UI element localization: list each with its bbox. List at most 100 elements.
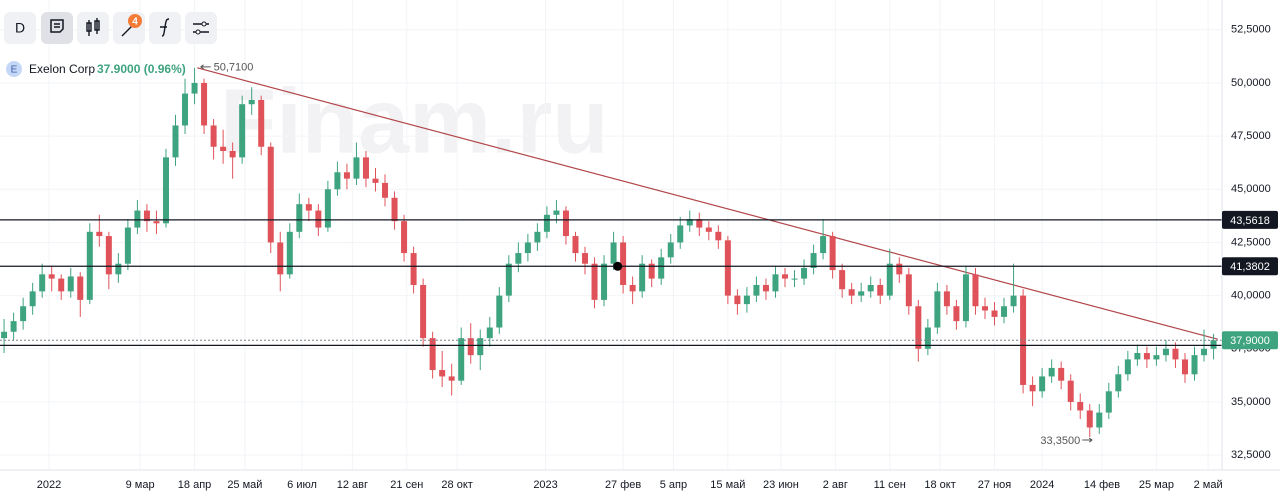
x-tick-label: 23 июн [763,479,799,491]
settings-button[interactable] [185,12,217,44]
candle-body [315,210,322,228]
candle-body [915,306,922,349]
candle-body [1201,348,1208,356]
x-tick-label: 2 авг [823,479,848,491]
candle-body [582,253,589,264]
candle-body [429,338,436,371]
candle-body [182,93,189,126]
candle-body [1105,391,1112,413]
candle-body [401,221,408,254]
candle-body [382,182,389,198]
candle-body [229,150,236,158]
chart-type-button[interactable] [77,12,109,44]
candle-body [1153,355,1160,360]
candle-body [1115,374,1122,392]
level-label: 43,5618 [1230,215,1270,227]
candle-body [1172,348,1179,360]
trend-line [197,67,1218,340]
candle-body [296,204,303,232]
candle-body [591,263,598,300]
candle-body [924,327,931,349]
candle-body [162,157,169,224]
y-tick-label: 47,5000 [1231,130,1271,142]
candle-body [239,104,246,158]
candle-body [458,338,465,381]
candle-body [972,274,979,307]
candle-body [962,274,969,322]
candle-body [572,236,579,254]
interval-label: D [15,20,25,36]
ticker-letter: E [11,65,18,76]
candle-icon [86,18,100,36]
candle-body [858,291,865,296]
candle-body [820,236,827,254]
x-tick-label: 18 окт [924,479,955,491]
badge [128,14,142,28]
candle-body [372,178,379,183]
candle-body [724,240,731,296]
candle-body [534,231,541,243]
candle-body [629,284,636,292]
candle-body [705,227,712,232]
candle-body [153,221,160,224]
candle-body [1181,359,1188,375]
candle-body [39,274,46,292]
candle-body [67,276,74,292]
candle-body [867,284,874,292]
level-label-box [1222,257,1278,276]
candle-body [829,236,836,271]
candle-body [505,263,512,296]
candle-body [343,172,350,179]
candle-body [201,82,208,126]
candle-body [1010,295,1017,307]
candle-body [734,295,741,305]
instrument-name: Exelon Corp [29,62,95,76]
x-tick-label: 2024 [1030,479,1054,491]
interval-button[interactable] [4,12,36,44]
candle-body [1096,412,1103,428]
y-tick-label: 45,0000 [1231,183,1271,195]
candle-body [1020,295,1027,385]
candle-body [848,289,855,296]
badge-count: 4 [132,17,138,28]
candle-body [29,291,36,307]
candle-body [1029,384,1036,392]
x-tick-label: 18 апр [178,479,211,491]
orders-button[interactable] [41,12,73,44]
candle-body [905,274,912,307]
candle-body [648,263,655,279]
candle-body [410,253,417,285]
candle-body [791,278,798,280]
candle-body [743,295,750,305]
drawings-icon [121,25,133,37]
candle-body [1039,376,1046,392]
candle-body [105,236,112,275]
x-tick-label: 25 мар [1139,479,1174,491]
candle-body [562,210,569,237]
fx-icon [160,18,170,37]
candle-body [134,210,141,228]
candle-body [143,210,150,222]
x-tick-label: 6 июл [287,479,317,491]
candle-body [639,263,646,292]
marker-point [613,261,623,271]
candle-body [248,99,255,105]
candle-body [277,242,284,275]
plot-area: 50,7100 33,3500 [0,0,1222,470]
candle-body [258,99,265,147]
candle-body [1191,355,1198,375]
x-tick-label: 21 сен [390,479,423,491]
candle-body [524,242,531,254]
candle-body [172,125,179,158]
level-label: 41,3802 [1230,261,1270,273]
watermark: Finam.ru [220,70,608,172]
x-tick-label: 5 апр [660,479,687,491]
x-tick-label: 15 май [710,479,745,491]
annotation-arrow [200,64,211,70]
candle-body [286,231,293,275]
settings-knob [201,21,207,27]
candle-body [220,146,227,151]
x-tick-label: 2 май [1194,479,1223,491]
candle-body [10,321,17,332]
